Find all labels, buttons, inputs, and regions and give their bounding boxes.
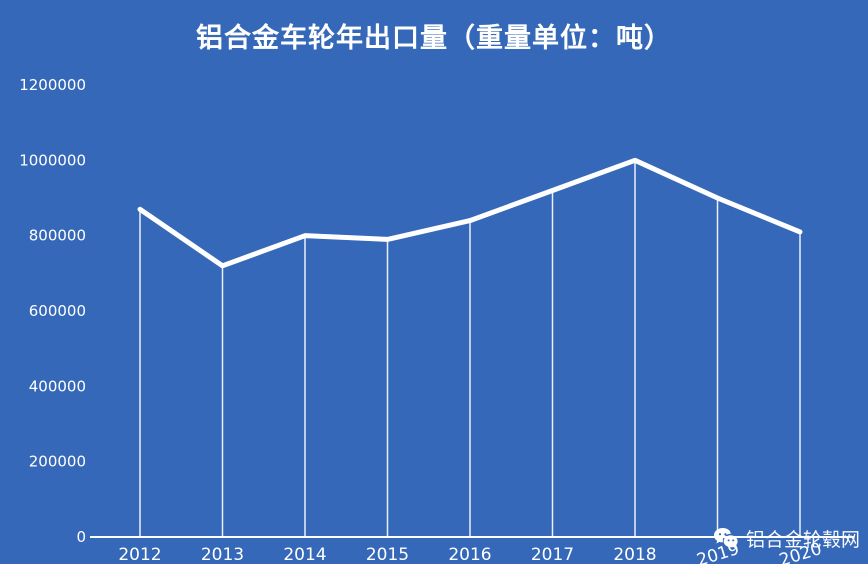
- x-axis-tick-label: 2016: [448, 545, 491, 564]
- y-axis-tick-label: 400000: [29, 377, 86, 395]
- y-axis-tick-label: 200000: [29, 453, 86, 471]
- x-axis-tick-label: 2012: [118, 545, 161, 564]
- y-axis-tick-label: 0: [76, 528, 86, 546]
- x-axis-tick-label: 2013: [201, 545, 244, 564]
- y-axis-tick-label: 1000000: [19, 151, 86, 169]
- watermark: 铝合金轮毂网: [713, 525, 860, 552]
- x-axis-tick-label: 2015: [366, 545, 409, 564]
- chart-title: 铝合金车轮年出口量（重量单位：吨）: [196, 23, 672, 54]
- chart-line: [137, 157, 803, 269]
- watermark-label: 铝合金轮毂网: [745, 529, 860, 551]
- y-axis-tick-label: 600000: [29, 302, 86, 320]
- wechat-icon: [713, 527, 739, 550]
- x-axis-tick-label: 2018: [613, 545, 656, 564]
- x-axis-tick-label: 2017: [531, 545, 574, 564]
- y-axis-tick-label: 1200000: [19, 76, 86, 94]
- y-axis-tick-label: 800000: [29, 227, 86, 245]
- x-axis-tick-label: 2014: [283, 545, 326, 564]
